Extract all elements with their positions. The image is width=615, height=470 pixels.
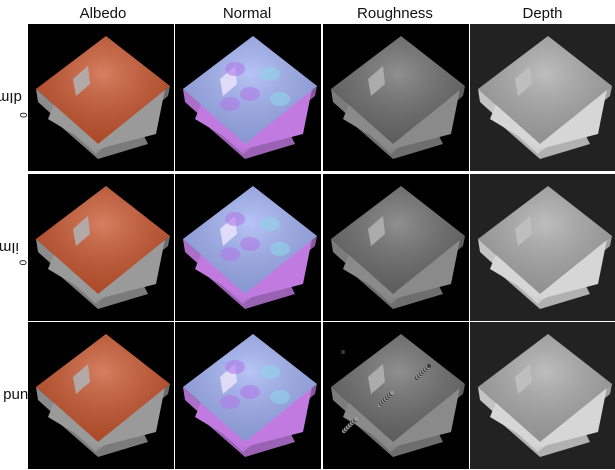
front-edge-right [96, 384, 170, 452]
top-plane-shading [36, 186, 170, 294]
row-label-dim-c0: dIm-C0 [0, 89, 30, 118]
surface-flap [73, 364, 90, 394]
front-edge-right [391, 384, 465, 452]
front-edge-left [183, 387, 245, 452]
top-plane-shading [331, 36, 465, 144]
normal-bump [270, 390, 290, 404]
normal-bump [220, 247, 240, 261]
normal-bump [220, 395, 240, 409]
thumbnail-iim-c0-roughness [323, 174, 469, 321]
thumbnail-ground-truth-roughness [323, 322, 469, 469]
front-edge-right [243, 86, 317, 154]
roughness-speckle [427, 364, 431, 368]
row-label-ground-truth: Ground truth [0, 322, 53, 469]
thumbnail-dim-c0-albedo [28, 24, 174, 171]
normal-bump [270, 242, 290, 256]
surface-flap [368, 216, 385, 246]
roughness-speckle [354, 417, 358, 421]
surface-flap [368, 66, 385, 96]
normal-bump [260, 217, 280, 231]
column-header-albedo: Albedo [79, 5, 127, 22]
thumbnail-ground-truth-depth [470, 322, 615, 469]
front-edge-right [96, 86, 170, 154]
top-plane-shading [478, 36, 612, 144]
front-edge-right [538, 236, 612, 304]
roughness-speckle [341, 350, 345, 354]
front-edge-right [391, 236, 465, 304]
normal-bump [225, 360, 245, 374]
thumbnail-iim-c0-albedo [28, 174, 174, 321]
normal-bump [225, 62, 245, 76]
thumbnail-iim-c0-depth [470, 174, 615, 321]
front-edge-left [331, 387, 393, 452]
normal-bump [260, 365, 280, 379]
thumbnail-ground-truth-normal [175, 322, 321, 469]
normal-bump [240, 87, 260, 101]
top-plane-shading [36, 36, 170, 144]
column-header-roughness: Roughness [357, 5, 433, 22]
column-header-normal: Normal [222, 5, 272, 22]
normal-bump [270, 92, 290, 106]
front-edge-left [36, 89, 98, 154]
thumbnail-dim-c0-roughness [323, 24, 469, 171]
thumbnail-iim-c0-normal [175, 174, 321, 321]
normal-bump [225, 212, 245, 226]
front-edge-left [478, 239, 540, 304]
normal-bump [220, 97, 240, 111]
thumbnail-dim-c0-depth [470, 24, 615, 171]
top-plane-shading [478, 186, 612, 294]
front-edge-right [243, 236, 317, 304]
surface-flap [515, 66, 532, 96]
front-edge-left [331, 89, 393, 154]
surface-flap [73, 216, 90, 246]
normal-bump [240, 237, 260, 251]
front-edge-left [183, 89, 245, 154]
front-edge-left [478, 89, 540, 154]
thumbnail-dim-c0-normal [175, 24, 321, 171]
front-edge-left [331, 239, 393, 304]
front-edge-left [478, 387, 540, 452]
front-edge-right [96, 236, 170, 304]
front-edge-right [538, 86, 612, 154]
surface-flap [515, 364, 532, 394]
roughness-speckle [390, 391, 394, 395]
normal-bump [240, 385, 260, 399]
column-header-depth: Depth [522, 5, 563, 22]
top-plane-shading [36, 334, 170, 442]
top-plane-shading [331, 334, 465, 442]
front-edge-right [391, 86, 465, 154]
front-edge-left [183, 239, 245, 304]
top-plane-shading [478, 334, 612, 442]
front-edge-right [538, 384, 612, 452]
front-edge-left [36, 239, 98, 304]
top-plane-shading [331, 186, 465, 294]
front-edge-left [36, 387, 98, 452]
surface-flap [73, 66, 90, 96]
normal-bump [260, 67, 280, 81]
front-edge-right [243, 384, 317, 452]
surface-flap [515, 216, 532, 246]
row-label-iim-c0: iIm-C0 [0, 239, 30, 266]
surface-flap [368, 364, 385, 394]
thumbnail-ground-truth-albedo [28, 322, 174, 469]
